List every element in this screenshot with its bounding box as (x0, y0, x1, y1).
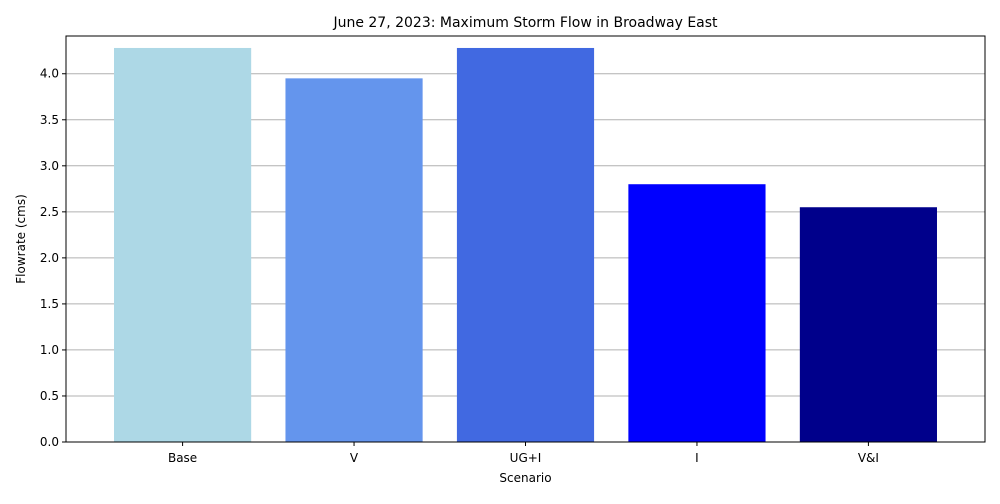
bar-base (114, 47, 252, 442)
bar-ug-i (456, 47, 595, 442)
x-tick-label: Base (168, 451, 197, 465)
y-axis-ticks: 0.0 0.5 1.0 1.5 2.0 2.5 3.0 3.5 4.0 (40, 67, 66, 449)
x-axis-label: Scenario (499, 471, 551, 485)
bars (114, 47, 937, 442)
bar-i (628, 184, 766, 442)
y-tick-label: 0.0 (40, 435, 59, 449)
x-axis-ticks: Base V UG+I I V&I (168, 442, 879, 465)
y-tick-label: 2.0 (40, 251, 59, 265)
y-tick-label: 2.5 (40, 205, 59, 219)
bar-v-i (799, 207, 937, 442)
y-axis-label: Flowrate (cms) (14, 194, 28, 283)
y-tick-label: 1.0 (40, 343, 59, 357)
x-tick-label: I (695, 451, 699, 465)
y-tick-label: 4.0 (40, 67, 59, 81)
y-tick-label: 3.5 (40, 113, 59, 127)
x-tick-label: UG+I (510, 451, 542, 465)
y-tick-label: 1.5 (40, 297, 59, 311)
chart-title: June 27, 2023: Maximum Storm Flow in Bro… (332, 15, 718, 31)
x-tick-label: V&I (858, 451, 879, 465)
bar-v (285, 78, 423, 442)
y-tick-label: 0.5 (40, 389, 59, 403)
y-tick-label: 3.0 (40, 159, 59, 173)
x-tick-label: V (350, 451, 359, 465)
